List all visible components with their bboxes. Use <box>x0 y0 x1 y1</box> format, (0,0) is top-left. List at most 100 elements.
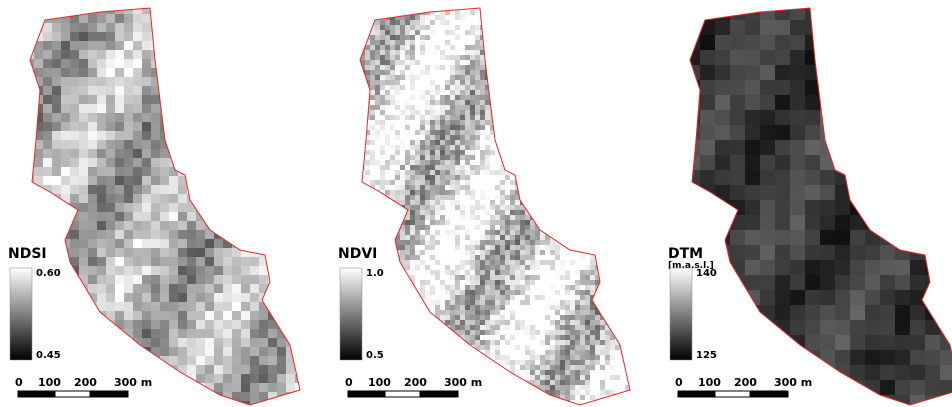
raster-cell <box>460 275 465 280</box>
raster-cell <box>370 70 375 75</box>
raster-cell <box>475 225 480 230</box>
raster-cell <box>445 180 450 185</box>
raster-cell <box>510 160 515 165</box>
raster-cell <box>535 230 540 235</box>
raster-cell <box>510 75 515 80</box>
raster-cell <box>545 175 550 180</box>
raster-cell <box>605 270 610 275</box>
raster-cell <box>250 5 259 14</box>
raster-cell <box>169 248 178 257</box>
raster-cell <box>610 40 615 45</box>
raster-cell <box>600 190 605 195</box>
raster-cell <box>43 122 52 131</box>
raster-cell <box>585 210 590 215</box>
raster-cell <box>505 60 510 65</box>
raster-cell <box>600 80 605 85</box>
raster-cell <box>160 311 169 320</box>
raster-cell <box>169 311 178 320</box>
raster-cell <box>605 220 610 225</box>
raster-cell <box>545 210 550 215</box>
raster-cell <box>575 260 580 265</box>
raster-cell <box>415 315 420 320</box>
raster-cell <box>560 315 565 320</box>
raster-cell <box>595 240 600 245</box>
raster-cell <box>430 265 435 270</box>
raster-cell <box>525 45 530 50</box>
raster-cell <box>178 356 187 365</box>
raster-cell <box>615 30 620 35</box>
raster-cell <box>500 150 505 155</box>
raster-cell <box>435 40 440 45</box>
raster-cell <box>625 75 630 80</box>
raster-cell <box>169 41 178 50</box>
raster-cell <box>370 155 375 160</box>
raster-cell <box>475 35 480 40</box>
raster-cell <box>540 95 545 100</box>
raster-cell <box>405 50 410 55</box>
raster-cell <box>241 41 250 50</box>
raster-cell <box>540 30 545 35</box>
raster-cell <box>575 145 580 150</box>
raster-cell <box>259 374 268 383</box>
raster-cell <box>52 149 61 158</box>
raster-cell <box>268 122 277 131</box>
raster-cell <box>475 15 480 20</box>
raster-cell <box>425 165 430 170</box>
raster-cell <box>405 135 410 140</box>
raster-cell <box>88 320 97 329</box>
raster-cell <box>450 290 455 295</box>
raster-cell <box>620 25 625 30</box>
raster-cell <box>520 100 525 105</box>
raster-cell <box>385 140 390 145</box>
raster-cell <box>610 80 615 85</box>
raster-cell <box>160 374 169 383</box>
raster-cell <box>52 77 61 86</box>
raster-cell <box>560 300 565 305</box>
raster-cell <box>375 105 380 110</box>
raster-cell <box>600 145 605 150</box>
raster-cell <box>286 275 295 284</box>
raster-cell <box>268 401 277 407</box>
raster-cell <box>460 225 465 230</box>
raster-cell <box>435 300 440 305</box>
raster-cell <box>52 230 61 239</box>
raster-cell <box>259 68 268 77</box>
raster-cell <box>430 160 435 165</box>
raster-cell <box>250 221 259 230</box>
raster-cell <box>151 248 160 257</box>
raster-cell <box>445 45 450 50</box>
raster-cell <box>70 59 79 68</box>
raster-cell <box>530 5 535 10</box>
raster-cell <box>535 155 540 160</box>
raster-cell <box>530 20 535 25</box>
raster-cell <box>124 275 133 284</box>
raster-cell <box>440 300 445 305</box>
raster-cell <box>600 255 605 260</box>
raster-cell <box>580 215 585 220</box>
raster-cell <box>124 50 133 59</box>
raster-cell <box>520 120 525 125</box>
raster-cell <box>124 401 133 407</box>
raster-cell <box>142 266 151 275</box>
raster-cell <box>61 41 70 50</box>
raster-cell <box>405 80 410 85</box>
raster-cell <box>570 195 575 200</box>
raster-cell <box>570 115 575 120</box>
raster-cell <box>178 320 187 329</box>
raster-cell <box>600 15 605 20</box>
raster-cell <box>142 50 151 59</box>
raster-cell <box>106 338 115 347</box>
raster-cell <box>34 185 43 194</box>
raster-cell <box>395 55 400 60</box>
raster-cell <box>385 190 390 195</box>
raster-cell <box>395 160 400 165</box>
raster-cell <box>620 35 625 40</box>
raster-cell <box>585 45 590 50</box>
raster-cell <box>169 338 178 347</box>
raster-cell <box>286 221 295 230</box>
raster-cell <box>97 239 106 248</box>
raster-cell <box>70 50 79 59</box>
raster-cell <box>465 140 470 145</box>
raster-cell <box>196 257 205 266</box>
raster-cell <box>223 275 232 284</box>
